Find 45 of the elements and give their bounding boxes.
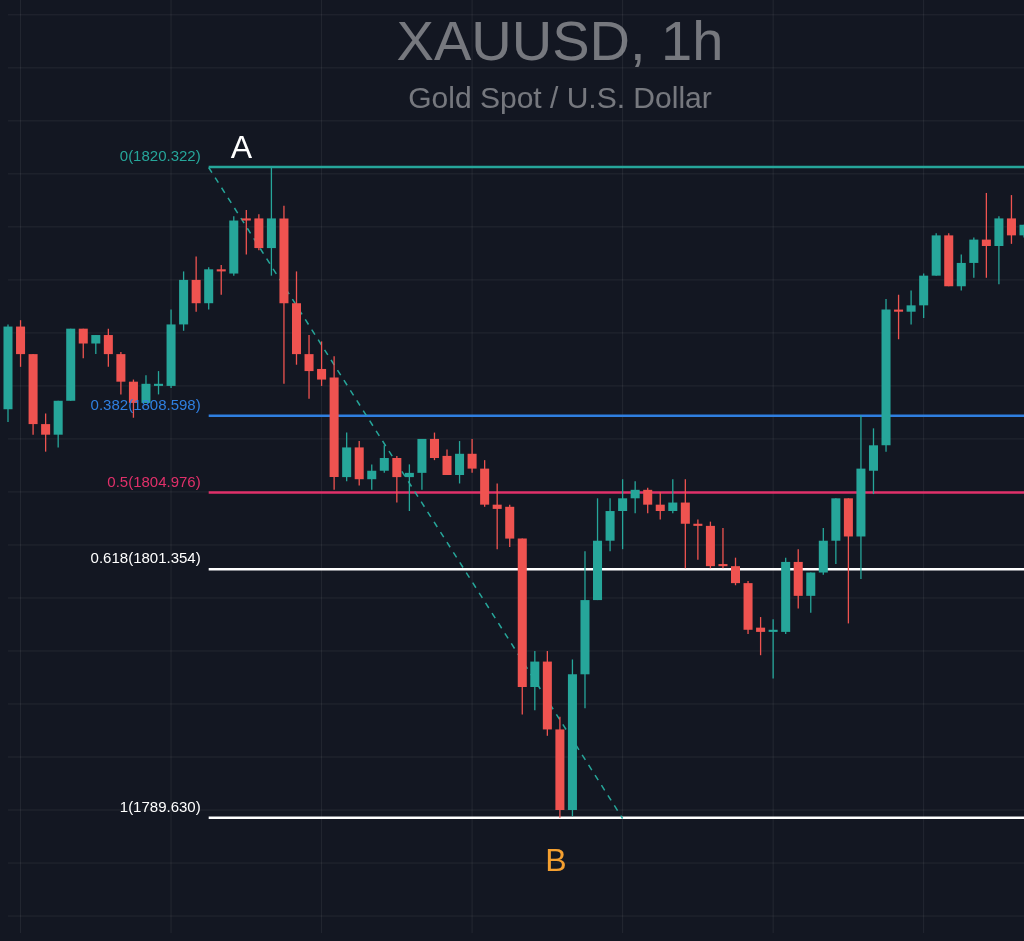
candlestick [367,463,377,491]
ref-line-label: 0.5(1804.976) [107,472,201,490]
candlestick [78,328,88,360]
candlestick [643,487,653,514]
candlestick [442,448,452,476]
candlestick [154,370,164,396]
candlestick [1006,194,1016,245]
candlestick [718,527,728,569]
candlestick [618,478,628,550]
ref-line-label: 1(1789.630) [119,798,201,815]
annotation: B [545,841,567,878]
chart-title: XAUUSD, 1h [396,9,724,73]
ref-line-label: 0(1820.322) [119,147,201,165]
candlestick [41,412,51,453]
candlestick [404,463,414,512]
candlestick [956,253,966,292]
candlestick [768,618,778,680]
candlestick [455,440,465,485]
ref-line-label: 0.618(1801.354) [90,549,201,567]
candlestick [304,334,314,400]
candlestick [693,518,703,561]
candlestick [730,557,741,586]
candlestick [655,491,665,521]
candlestick [969,236,979,279]
candlestick [467,438,477,474]
candlestick [756,616,766,656]
candlestick [668,478,678,514]
candlestick [492,482,502,550]
candlestick [317,340,327,387]
candlestick [191,255,201,313]
candlestick [894,294,904,340]
candlestick [630,480,640,514]
candlestick [680,478,690,569]
candlestick [429,431,439,461]
candlestick [216,264,226,296]
candlestick [241,209,251,256]
candlestick [91,334,101,355]
candlestick [392,455,402,504]
annotation: A [230,128,253,165]
candlestick [103,328,113,368]
candlestick [906,289,916,326]
text: Gold Spot / U.S. Dollar [408,81,712,115]
candlestick [806,571,816,614]
candlestick [981,192,991,279]
candlestick [379,444,389,474]
